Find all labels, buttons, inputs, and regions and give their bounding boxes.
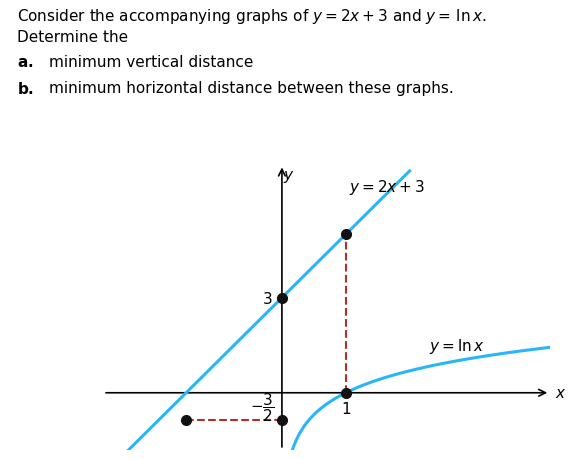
Text: $y$: $y$ (282, 168, 294, 185)
Text: $\mathbf{b.}$: $\mathbf{b.}$ (17, 80, 34, 96)
Text: minimum horizontal distance between these graphs.: minimum horizontal distance between thes… (49, 80, 453, 95)
Text: minimum vertical distance: minimum vertical distance (49, 55, 253, 70)
Text: Consider the accompanying graphs of $y = 2x + 3$ and $y = \,\ln x.$: Consider the accompanying graphs of $y =… (17, 7, 486, 26)
Text: $1$: $1$ (340, 400, 351, 416)
Text: $y = \ln x$: $y = \ln x$ (429, 336, 484, 355)
Text: $y = 2x + 3$: $y = 2x + 3$ (349, 178, 425, 197)
Text: $-\dfrac{3}{2}$: $-\dfrac{3}{2}$ (250, 391, 274, 424)
Text: $\mathbf{a.}$: $\mathbf{a.}$ (17, 55, 34, 70)
Text: $x$: $x$ (555, 386, 567, 400)
Text: $3$: $3$ (262, 290, 272, 306)
Text: Determine the: Determine the (17, 30, 128, 45)
